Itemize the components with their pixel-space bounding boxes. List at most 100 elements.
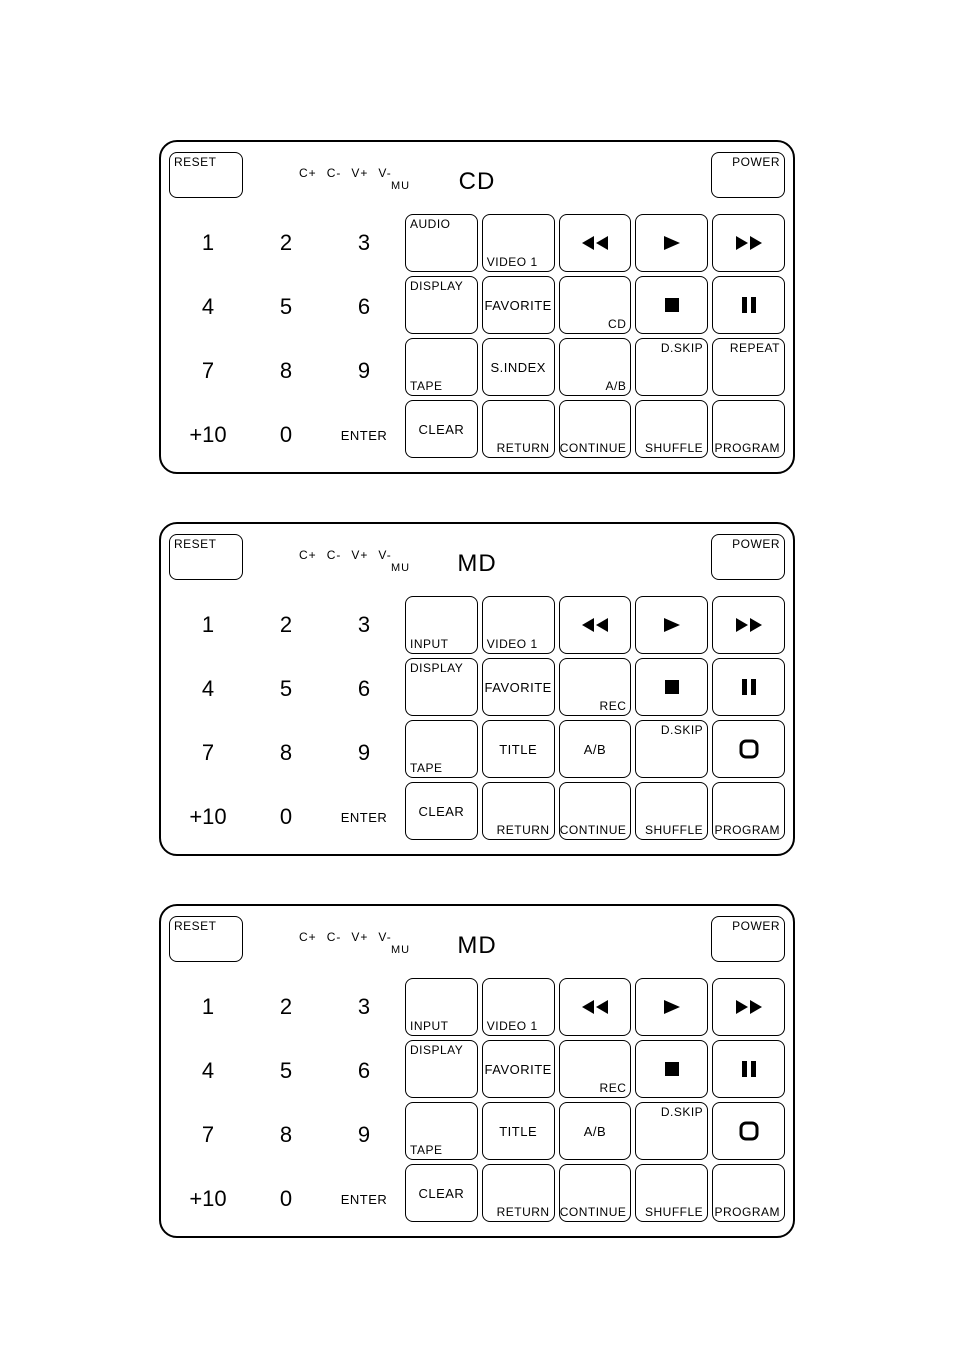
func-key-1-6[interactable]: FAVORITE bbox=[482, 658, 555, 716]
func-key-0-16[interactable]: RETURN bbox=[482, 400, 555, 458]
func-key-0-4[interactable] bbox=[712, 214, 785, 272]
func-key-0-17[interactable]: CONTINUE bbox=[559, 400, 632, 458]
func-key-0-11[interactable]: S.INDEX bbox=[482, 338, 555, 396]
func-key-2-6[interactable]: FAVORITE bbox=[482, 1040, 555, 1098]
func-key-1-0[interactable]: INPUT bbox=[405, 596, 478, 654]
func-key-2-14[interactable] bbox=[712, 1102, 785, 1160]
func-key-2-16[interactable]: RETURN bbox=[482, 1164, 555, 1222]
func-key-2-5[interactable]: DISPLAY bbox=[405, 1040, 478, 1098]
numpad-4[interactable]: 4 bbox=[179, 660, 237, 718]
numpad-8[interactable]: 8 bbox=[257, 724, 315, 782]
numpad-enter[interactable]: ENTER bbox=[335, 1170, 393, 1228]
numpad-1[interactable]: 1 bbox=[179, 596, 237, 654]
func-key-1-4[interactable] bbox=[712, 596, 785, 654]
func-key-0-1[interactable]: VIDEO 1 bbox=[482, 214, 555, 272]
func-key-0-9[interactable] bbox=[712, 276, 785, 334]
func-key-1-11[interactable]: TITLE bbox=[482, 720, 555, 778]
func-key-2-7[interactable]: REC bbox=[559, 1040, 632, 1098]
func-key-2-11[interactable]: TITLE bbox=[482, 1102, 555, 1160]
func-key-2-2[interactable] bbox=[559, 978, 632, 1036]
numpad-9[interactable]: 9 bbox=[335, 724, 393, 782]
numpad-0[interactable]: 0 bbox=[257, 788, 315, 846]
func-key-1-1[interactable]: VIDEO 1 bbox=[482, 596, 555, 654]
numpad-6[interactable]: 6 bbox=[335, 660, 393, 718]
numpad-7[interactable]: 7 bbox=[179, 1106, 237, 1164]
func-key-0-18[interactable]: SHUFFLE bbox=[635, 400, 708, 458]
numpad-3[interactable]: 3 bbox=[335, 596, 393, 654]
numpad-enter[interactable]: ENTER bbox=[335, 406, 393, 464]
func-key-1-3[interactable] bbox=[635, 596, 708, 654]
func-key-0-12[interactable]: A/B bbox=[559, 338, 632, 396]
numpad-+10[interactable]: +10 bbox=[179, 788, 237, 846]
numpad-2[interactable]: 2 bbox=[257, 596, 315, 654]
numpad-6[interactable]: 6 bbox=[335, 1042, 393, 1100]
func-key-2-8[interactable] bbox=[635, 1040, 708, 1098]
func-key-1-16[interactable]: RETURN bbox=[482, 782, 555, 840]
numpad-8[interactable]: 8 bbox=[257, 342, 315, 400]
numpad-0[interactable]: 0 bbox=[257, 406, 315, 464]
numpad-+10[interactable]: +10 bbox=[179, 1170, 237, 1228]
func-key-1-14[interactable] bbox=[712, 720, 785, 778]
func-key-2-12[interactable]: A/B bbox=[559, 1102, 632, 1160]
func-key-1-12[interactable]: A/B bbox=[559, 720, 632, 778]
func-key-0-19[interactable]: PROGRAM bbox=[712, 400, 785, 458]
func-key-1-15[interactable]: CLEAR bbox=[405, 782, 478, 840]
numpad-5[interactable]: 5 bbox=[257, 1042, 315, 1100]
func-key-2-3[interactable] bbox=[635, 978, 708, 1036]
numpad-3[interactable]: 3 bbox=[335, 978, 393, 1036]
func-key-1-19[interactable]: PROGRAM bbox=[712, 782, 785, 840]
numpad-enter[interactable]: ENTER bbox=[335, 788, 393, 846]
func-key-0-13[interactable]: D.SKIP bbox=[635, 338, 708, 396]
numpad-4[interactable]: 4 bbox=[179, 278, 237, 336]
func-key-2-17[interactable]: CONTINUE bbox=[559, 1164, 632, 1222]
numpad-6[interactable]: 6 bbox=[335, 278, 393, 336]
func-key-0-2[interactable] bbox=[559, 214, 632, 272]
func-key-1-5[interactable]: DISPLAY bbox=[405, 658, 478, 716]
func-key-1-10[interactable]: TAPE bbox=[405, 720, 478, 778]
reset-button[interactable]: RESET bbox=[169, 152, 243, 198]
func-key-0-3[interactable] bbox=[635, 214, 708, 272]
numpad-4[interactable]: 4 bbox=[179, 1042, 237, 1100]
func-key-2-19[interactable]: PROGRAM bbox=[712, 1164, 785, 1222]
numpad-8[interactable]: 8 bbox=[257, 1106, 315, 1164]
func-key-0-10[interactable]: TAPE bbox=[405, 338, 478, 396]
func-key-2-4[interactable] bbox=[712, 978, 785, 1036]
numpad-7[interactable]: 7 bbox=[179, 724, 237, 782]
func-key-1-7[interactable]: REC bbox=[559, 658, 632, 716]
func-key-0-0[interactable]: AUDIO bbox=[405, 214, 478, 272]
func-key-2-18[interactable]: SHUFFLE bbox=[635, 1164, 708, 1222]
numpad-7[interactable]: 7 bbox=[179, 342, 237, 400]
func-key-0-14[interactable]: REPEAT bbox=[712, 338, 785, 396]
func-key-1-2[interactable] bbox=[559, 596, 632, 654]
func-key-2-15[interactable]: CLEAR bbox=[405, 1164, 478, 1222]
numpad-5[interactable]: 5 bbox=[257, 660, 315, 718]
func-key-2-13[interactable]: D.SKIP bbox=[635, 1102, 708, 1160]
func-key-1-17[interactable]: CONTINUE bbox=[559, 782, 632, 840]
power-button[interactable]: POWER bbox=[711, 534, 785, 580]
numpad-9[interactable]: 9 bbox=[335, 1106, 393, 1164]
numpad-0[interactable]: 0 bbox=[257, 1170, 315, 1228]
func-key-0-5[interactable]: DISPLAY bbox=[405, 276, 478, 334]
func-key-1-18[interactable]: SHUFFLE bbox=[635, 782, 708, 840]
func-key-0-15[interactable]: CLEAR bbox=[405, 400, 478, 458]
reset-button[interactable]: RESET bbox=[169, 916, 243, 962]
reset-button[interactable]: RESET bbox=[169, 534, 243, 580]
numpad-1[interactable]: 1 bbox=[179, 978, 237, 1036]
func-key-0-6[interactable]: FAVORITE bbox=[482, 276, 555, 334]
numpad-+10[interactable]: +10 bbox=[179, 406, 237, 464]
numpad-9[interactable]: 9 bbox=[335, 342, 393, 400]
func-key-1-13[interactable]: D.SKIP bbox=[635, 720, 708, 778]
func-key-2-0[interactable]: INPUT bbox=[405, 978, 478, 1036]
numpad-5[interactable]: 5 bbox=[257, 278, 315, 336]
numpad-2[interactable]: 2 bbox=[257, 214, 315, 272]
power-button[interactable]: POWER bbox=[711, 152, 785, 198]
func-key-2-1[interactable]: VIDEO 1 bbox=[482, 978, 555, 1036]
func-key-2-10[interactable]: TAPE bbox=[405, 1102, 478, 1160]
numpad-3[interactable]: 3 bbox=[335, 214, 393, 272]
power-button[interactable]: POWER bbox=[711, 916, 785, 962]
func-key-1-8[interactable] bbox=[635, 658, 708, 716]
func-key-0-7[interactable]: CD bbox=[559, 276, 632, 334]
numpad-2[interactable]: 2 bbox=[257, 978, 315, 1036]
func-key-1-9[interactable] bbox=[712, 658, 785, 716]
func-key-2-9[interactable] bbox=[712, 1040, 785, 1098]
